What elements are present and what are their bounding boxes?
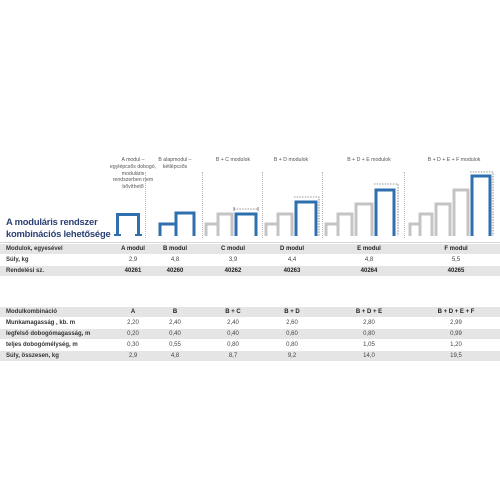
module-d-illustration bbox=[264, 196, 320, 236]
table-cell: 9,2 bbox=[287, 352, 297, 359]
table-cell: B + D + E + F bbox=[437, 308, 475, 315]
table-cell: 2,9 bbox=[128, 256, 138, 263]
table-cell: 19,5 bbox=[450, 352, 462, 359]
table-cell: E modul bbox=[357, 245, 381, 252]
table-cell: 14,0 bbox=[363, 352, 375, 359]
row-label: Modulkombináció bbox=[6, 308, 57, 315]
table-row: Modulok, egyesével A modul B modul C modul D… bbox=[0, 244, 500, 254]
table-cell: 0,20 bbox=[127, 330, 139, 337]
column-header-d: B + D modulok bbox=[273, 157, 309, 163]
table-cell: 2,60 bbox=[286, 319, 298, 326]
table-cell: 0,30 bbox=[127, 341, 139, 348]
table-row: Modulkombináció A B B + C B + D B + D + E B + … bbox=[0, 307, 500, 317]
column-separator bbox=[404, 172, 405, 238]
table-cell: F modul bbox=[444, 245, 468, 252]
table-cell: B + D + E bbox=[355, 308, 383, 315]
table-cell: 4,8 bbox=[170, 256, 180, 263]
table-cell: 40260 bbox=[166, 267, 184, 274]
title-line-1: A moduláris rendszer bbox=[6, 216, 98, 227]
table-cell: 3,9 bbox=[228, 256, 238, 263]
table-cell: 4,4 bbox=[287, 256, 297, 263]
table-cell: 2,99 bbox=[450, 319, 462, 326]
table-cell: 8,7 bbox=[228, 352, 238, 359]
table-cell: D modul bbox=[280, 245, 304, 252]
table-cell: 0,60 bbox=[286, 330, 298, 337]
table-cell: 4,8 bbox=[364, 256, 374, 263]
table-row: teljes dobogómélység, m 0,30 0,55 0,80 0,80 1… bbox=[0, 340, 500, 350]
table-cell: 40261 bbox=[124, 267, 142, 274]
table-row: legfelső dobogómagasság, m 0,20 0,40 0,40 0,… bbox=[0, 329, 500, 339]
row-label: teljes dobogómélység, m bbox=[6, 341, 78, 348]
column-separator bbox=[322, 172, 323, 238]
table-cell: A bbox=[130, 308, 136, 315]
column-header-e: B + D + E modulok bbox=[347, 157, 391, 163]
table-row: Munkamagasság , kb. m 2,20 2,40 2,40 2,60 2,8… bbox=[0, 318, 500, 328]
table-cell: 4,8 bbox=[170, 352, 180, 359]
module-a-illustration bbox=[114, 213, 142, 236]
column-header-b: B alapmodul – kétlépcsős bbox=[158, 157, 192, 170]
table-cell: 0,80 bbox=[227, 341, 239, 348]
column-separator bbox=[202, 172, 203, 238]
row-label: Modulok, egyesével bbox=[6, 245, 63, 252]
column-header-c: B + C modulok bbox=[215, 157, 251, 163]
column-separator bbox=[262, 172, 263, 238]
table-cell: 0,99 bbox=[450, 330, 462, 337]
table-cell: B modul bbox=[163, 245, 187, 252]
module-f-illustration bbox=[408, 171, 494, 236]
title-line-2: kombinációs lehetősége bbox=[6, 228, 111, 239]
table-cell: B + C bbox=[225, 308, 241, 315]
module-e-illustration bbox=[324, 183, 399, 236]
table-row: Súly, kg 2,9 4,8 3,9 4,4 4,8 5,5 bbox=[0, 255, 500, 265]
table-cell: 2,40 bbox=[227, 319, 239, 326]
table-cell: 0,40 bbox=[227, 330, 239, 337]
table-cell: B bbox=[172, 308, 178, 315]
page-title: A moduláris rendszer kombinációs lehetős… bbox=[6, 216, 114, 240]
row-label: Súly, kg bbox=[6, 256, 29, 263]
table-cell: 1,05 bbox=[363, 341, 375, 348]
table-cell: 2,80 bbox=[363, 319, 375, 326]
table-cell: A modul bbox=[121, 245, 145, 252]
column-header-f: B + D + E + F modulok bbox=[427, 157, 481, 163]
table-divider bbox=[0, 242, 500, 243]
table-cell: 2,20 bbox=[127, 319, 139, 326]
row-label: Munkamagasság , kb. m bbox=[6, 319, 76, 326]
table-cell: 1,20 bbox=[450, 341, 462, 348]
table-cell: C modul bbox=[221, 245, 245, 252]
table-cell: 0,80 bbox=[286, 341, 298, 348]
table-cell: 40265 bbox=[447, 267, 465, 274]
module-b-illustration bbox=[158, 211, 196, 236]
table-cell: 0,40 bbox=[169, 330, 181, 337]
table-row: Súly, összesen, kg 2,9 4,8 8,7 9,2 14,0 19,5 bbox=[0, 351, 500, 361]
table-row: Rendelési sz. 40261 40260 40262 40263 40264 40… bbox=[0, 266, 500, 276]
row-label: Rendelési sz. bbox=[6, 267, 45, 274]
table-cell: 40262 bbox=[224, 267, 242, 274]
table-cell: 0,80 bbox=[363, 330, 375, 337]
table-cell: 40264 bbox=[360, 267, 378, 274]
row-label: Súly, összesen, kg bbox=[6, 352, 59, 359]
table-cell: 2,40 bbox=[169, 319, 181, 326]
table-cell: 0,55 bbox=[169, 341, 181, 348]
column-separator bbox=[145, 172, 146, 238]
table-cell: 40263 bbox=[283, 267, 301, 274]
table-cell: 2,9 bbox=[128, 352, 138, 359]
row-label: legfelső dobogómagasság, m bbox=[6, 330, 91, 337]
module-c-illustration bbox=[204, 207, 259, 236]
table-cell: B + D bbox=[284, 308, 300, 315]
table-cell: 5,5 bbox=[451, 256, 461, 263]
column-header-a: A modul – egylépcsős dobogó, moduláris rend… bbox=[109, 157, 157, 191]
